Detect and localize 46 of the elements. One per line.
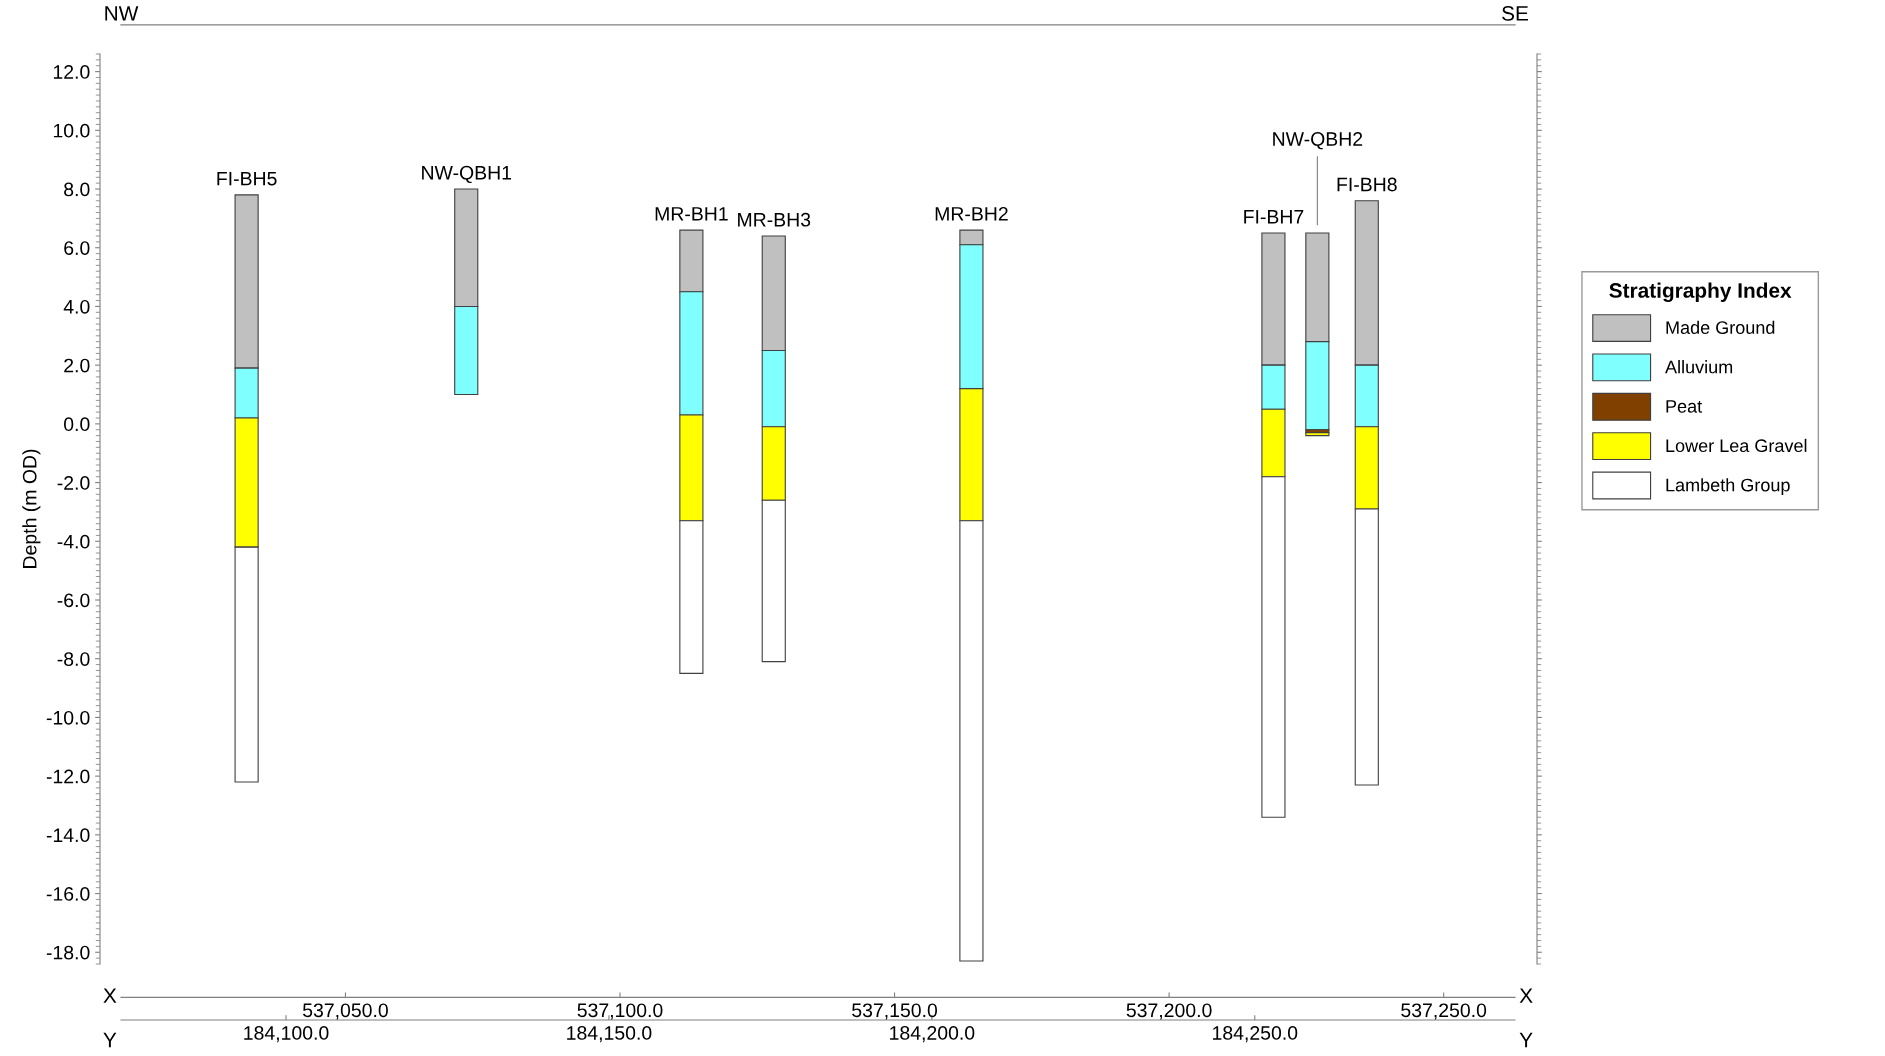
annotation: MR-BH1 xyxy=(655,207,728,221)
y-tick-label: -8.0 xyxy=(57,652,90,666)
x-axis-title: X xyxy=(103,988,117,1003)
y-tick-label: 2.0 xyxy=(64,358,90,373)
annotation: MR-BH2 xyxy=(935,206,1008,221)
y-tick-label: 6.0 xyxy=(64,241,90,255)
annotation: FI-BH8 xyxy=(1337,177,1397,192)
x-tick-label: 537,150.0 xyxy=(852,1003,938,1020)
y-tick-label: -14.0 xyxy=(46,828,90,843)
annotation: FI-BH7 xyxy=(1244,210,1304,224)
annotation: NW-QBH1 xyxy=(422,165,512,184)
x2-tick-label: 184,100.0 xyxy=(244,1026,329,1043)
x2-tick-label: 184,200.0 xyxy=(890,1026,975,1043)
annotation: FI-BH5 xyxy=(217,171,277,186)
text: SE xyxy=(1502,6,1528,21)
annotation: MR-BH3 xyxy=(738,212,811,227)
y-tick-label: -2.0 xyxy=(57,476,90,490)
x2-axis-title: Y xyxy=(103,1032,117,1048)
x-tick-label: 537,100.0 xyxy=(577,1003,663,1020)
y-tick-label: 8.0 xyxy=(64,182,90,197)
y-tick-label: -16.0 xyxy=(46,887,90,901)
legend-label: Lambeth Group xyxy=(1666,478,1790,496)
annotation: NW-QBH2 xyxy=(1273,132,1363,150)
y-axis-title: Depth (m OD) xyxy=(22,449,41,568)
y-tick-label: -4.0 xyxy=(57,534,90,549)
y-tick-label: 0.0 xyxy=(64,417,90,432)
y-tick-label: -10.0 xyxy=(46,710,90,725)
y-tick-label: 12.0 xyxy=(53,65,90,79)
x2-tick-label: 184,150.0 xyxy=(567,1026,652,1043)
y-tick-label: -18.0 xyxy=(46,945,90,960)
legend-title: Stratigraphy Index xyxy=(1609,282,1792,303)
text: X xyxy=(1519,988,1533,1003)
y-tick-label: -12.0 xyxy=(46,769,90,784)
x2-tick-label: 184,250.0 xyxy=(1213,1026,1298,1043)
x-tick-label: 537,250.0 xyxy=(1401,1003,1487,1020)
y-tick-label: 4.0 xyxy=(63,299,90,314)
text: NW xyxy=(105,6,139,21)
legend-label: Lower Lea Gravel xyxy=(1666,438,1807,453)
x-tick-label: 537,050.0 xyxy=(302,1003,388,1020)
y-tick-label: -6.0 xyxy=(57,593,90,608)
y-tick-label: 10.0 xyxy=(53,123,90,138)
legend-label: Made Ground xyxy=(1666,320,1775,335)
legend-label: Alluvium xyxy=(1665,360,1733,374)
x-tick-label: 537,200.0 xyxy=(1126,1003,1212,1020)
text: Y xyxy=(1519,1032,1533,1048)
legend-label: Peat xyxy=(1666,400,1703,413)
